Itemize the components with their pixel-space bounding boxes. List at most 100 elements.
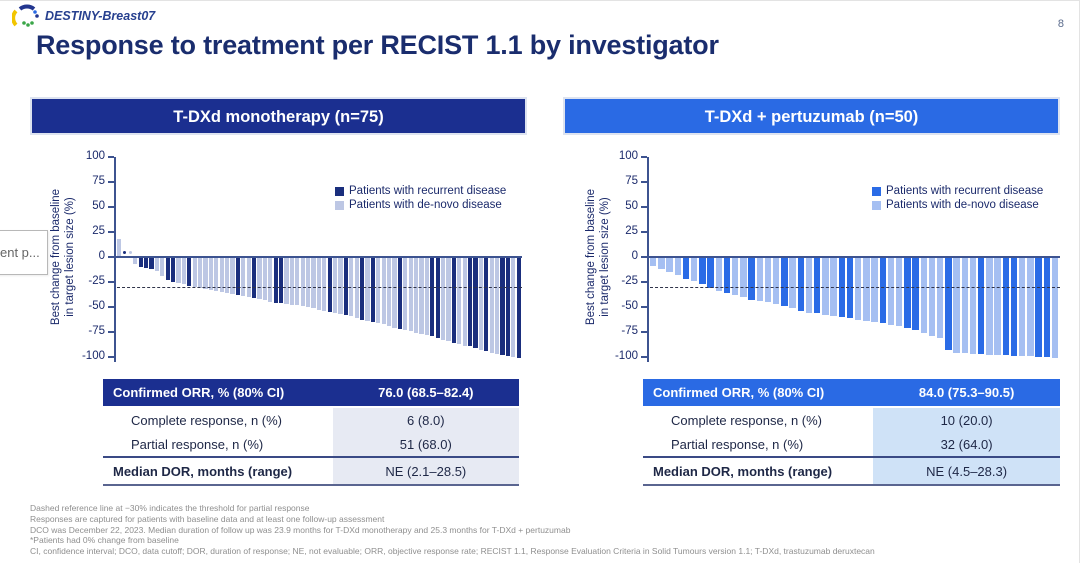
- waterfall-bar: [360, 257, 365, 320]
- waterfall-bar: [773, 257, 780, 304]
- row-value: 51 (68.0): [332, 432, 519, 457]
- footnote-line: Dashed reference line at −30% indicates …: [30, 503, 310, 513]
- y-tick-mark: [641, 231, 647, 233]
- y-tick-mark: [641, 356, 647, 358]
- waterfall-bar: [699, 257, 706, 284]
- waterfall-bar: [468, 257, 473, 346]
- y-tick-label: 75: [92, 175, 105, 187]
- y-tick-mark: [108, 231, 114, 233]
- waterfall-chart-pertuzumab: 100 75 50 25 0 -25 -50 -75 -100 Patients with re…: [615, 150, 1060, 362]
- waterfall-bar: [715, 257, 722, 291]
- waterfall-bar: [1043, 257, 1050, 357]
- waterfall-bar: [732, 257, 739, 295]
- waterfall-bar: [994, 257, 1001, 355]
- y-tick-mark: [641, 256, 647, 258]
- waterfall-bar: [764, 257, 772, 302]
- legend-item-denovo: Patients with de-novo disease: [872, 198, 1043, 212]
- y-tick-mark: [108, 256, 114, 258]
- waterfall-bar: [805, 257, 813, 313]
- y-tick-mark: [108, 331, 114, 333]
- denovo-swatch-icon: [335, 200, 344, 210]
- waterfall-bar: [928, 257, 936, 336]
- row-value: 76.0 (68.5–82.4): [332, 379, 519, 408]
- waterfall-bar: [691, 257, 698, 281]
- footnote-line: DCO was December 22, 2023. Median durati…: [30, 524, 571, 535]
- y-tick-label: 25: [92, 225, 105, 237]
- page-number: 8: [1057, 18, 1064, 30]
- zero-baseline: [647, 256, 1060, 258]
- waterfall-bar: [171, 257, 176, 282]
- waterfall-bar: [723, 257, 731, 293]
- waterfall-bar: [370, 257, 375, 322]
- table-row-complete-response: Complete response, n (%) 6 (8.0): [103, 407, 519, 432]
- waterfall-bar: [797, 257, 804, 311]
- waterfall-bar: [430, 257, 435, 336]
- y-axis-label-line1: Best change from baseline: [585, 188, 597, 326]
- waterfall-bar: [1051, 257, 1059, 358]
- denovo-swatch-icon: [872, 200, 881, 210]
- waterfall-bar: [343, 257, 348, 315]
- y-tick-label: -100: [81, 350, 105, 362]
- y-tick-mark: [641, 281, 647, 283]
- row-label: Confirmed ORR, % (80% CI): [643, 379, 874, 408]
- row-value: 6 (8.0): [332, 407, 519, 432]
- waterfall-bar: [814, 257, 821, 313]
- waterfall-bar: [478, 257, 483, 350]
- waterfall-bar: [414, 257, 419, 333]
- y-tick-label: -25: [88, 275, 105, 287]
- waterfall-bar: [419, 257, 424, 334]
- waterfall-bar: [387, 257, 392, 326]
- y-tick-label: -75: [88, 325, 105, 337]
- y-axis-line: [114, 157, 116, 362]
- y-tick-label: 75: [625, 175, 638, 187]
- waterfall-bar: [887, 257, 895, 325]
- waterfall-bar: [181, 257, 186, 284]
- y-axis-line: [647, 157, 649, 362]
- waterfall-bar: [117, 239, 122, 257]
- waterfall-bar: [273, 257, 278, 303]
- waterfall-bar: [748, 257, 755, 300]
- waterfall-bar: [165, 257, 170, 280]
- row-value: NE (4.5–28.3): [873, 456, 1060, 485]
- waterfall-bar: [441, 257, 446, 340]
- waterfall-bar: [446, 257, 451, 341]
- legend-item-recurrent: Patients with recurrent disease: [872, 184, 1043, 198]
- legend-item-recurrent: Patients with recurrent disease: [335, 184, 506, 198]
- waterfall-bar: [252, 257, 257, 298]
- row-label: Complete response, n (%): [671, 412, 823, 428]
- row-label: Partial response, n (%): [671, 436, 804, 452]
- waterfall-bar: [879, 257, 886, 323]
- table-row-complete-response: Complete response, n (%) 10 (20.0): [643, 407, 1060, 432]
- waterfall-bar: [1019, 257, 1026, 356]
- waterfall-bar: [268, 257, 273, 302]
- row-value: 32 (64.0): [873, 432, 1060, 457]
- y-tick-mark: [641, 331, 647, 333]
- waterfall-bar: [830, 257, 837, 316]
- waterfall-bar: [961, 257, 968, 353]
- waterfall-bar: [349, 257, 354, 316]
- waterfall-chart-monotherapy: 100 75 50 25 0 -25 -50 -75 -100 Patients with re…: [82, 150, 522, 362]
- waterfall-bar: [230, 257, 235, 294]
- waterfall-bar: [920, 257, 927, 333]
- waterfall-bar: [740, 257, 747, 297]
- waterfall-bar: [376, 257, 381, 323]
- legend-left: Patients with recurrent disease Patients…: [335, 184, 506, 212]
- y-tick-mark: [108, 181, 114, 183]
- table-row-partial-response: Partial response, n (%) 32 (64.0): [643, 432, 1060, 457]
- legend-label: Patients with de-novo disease: [349, 199, 502, 211]
- y-tick-label: -25: [621, 275, 638, 287]
- waterfall-bar: [262, 257, 267, 300]
- waterfall-bar: [855, 257, 862, 320]
- waterfall-bar: [1010, 257, 1018, 356]
- waterfall-bar: [160, 257, 165, 276]
- legend-right: Patients with recurrent disease Patients…: [872, 184, 1043, 212]
- footnotes: Dashed reference line at −30% indicates …: [30, 503, 875, 557]
- waterfall-bar: [300, 257, 305, 306]
- y-tick-label: -100: [614, 350, 638, 362]
- comment-overlay-text: ent p...: [0, 245, 40, 260]
- comment-overlay[interactable]: ent p...: [0, 230, 48, 275]
- recurrent-swatch-icon: [872, 186, 881, 196]
- footnote-line: CI, confidence interval; DCO, data cutof…: [30, 546, 875, 557]
- waterfall-bar: [457, 257, 462, 344]
